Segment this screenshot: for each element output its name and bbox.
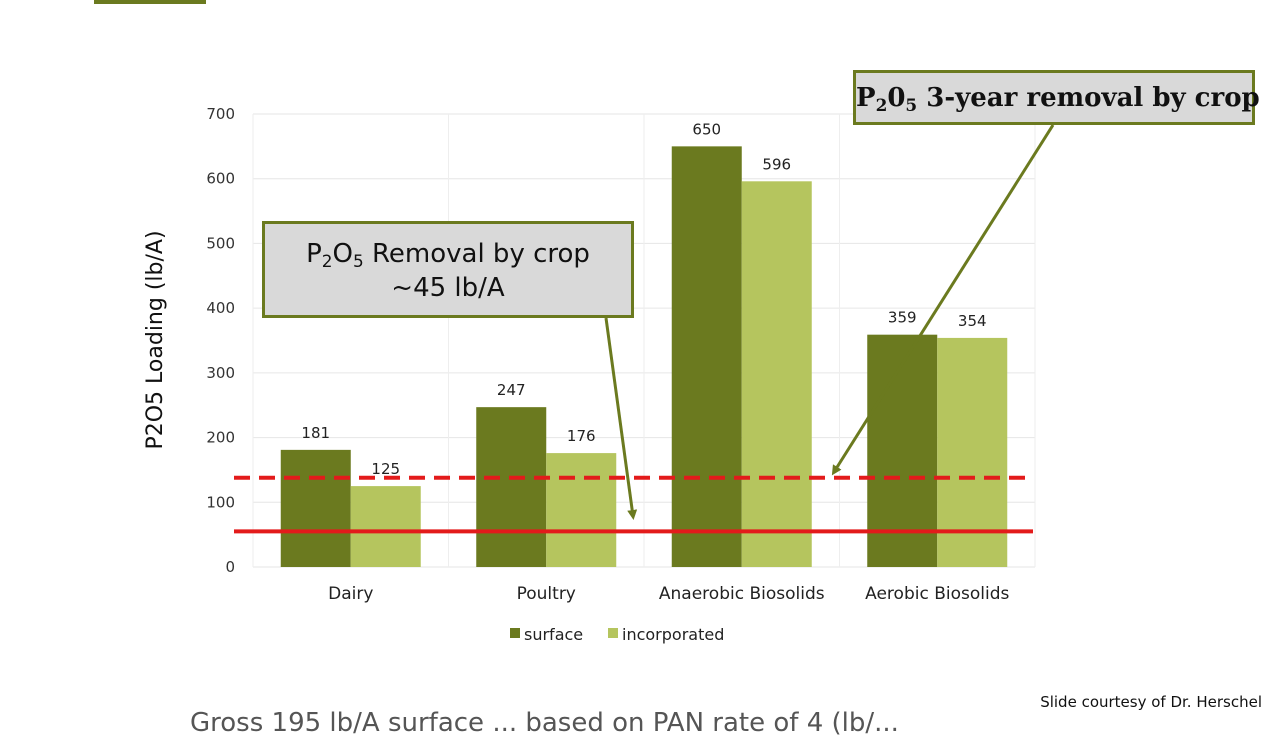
data-label: 354	[958, 312, 987, 330]
bar-incorporated-anaerobic-biosolids	[741, 181, 812, 567]
x-axis-categories: Dairy Poultry Anaerobic Biosolids Aerobic B…	[328, 584, 1009, 604]
y-tick-label: 500	[206, 234, 235, 252]
reference-lines	[234, 475, 1033, 534]
x-category-label: Poultry	[517, 584, 576, 604]
y-tick-label: 100	[206, 493, 235, 511]
three-year-removal-callout: P205 3-year removal by crop	[853, 70, 1260, 125]
slide-credit: Slide courtesy of Dr. Herschel	[1040, 693, 1262, 711]
bar-chart: 0 100 200 300 400 500 600 700 181 125 247 176 650 59…	[143, 105, 1055, 644]
bar-surface-anaerobic-biosolids	[671, 146, 742, 567]
arrow-to-dashed-line	[831, 124, 1055, 476]
bar-incorporated-dairy	[350, 486, 421, 567]
bars	[280, 146, 1008, 567]
data-label: 176	[567, 427, 596, 445]
data-label: 359	[888, 309, 917, 327]
bar-surface-aerobic-biosolids	[867, 334, 938, 567]
y-tick-label: 0	[225, 558, 235, 576]
cut-off-footer-text: Gross 195 lb/A surface ... based on PAN …	[190, 708, 899, 738]
crop-removal-callout-line1: P2O5 Removal by crop	[306, 239, 590, 272]
legend-swatch-surface	[510, 628, 520, 638]
legend: surface incorporated	[510, 625, 724, 644]
legend-label-surface: surface	[524, 625, 583, 644]
y-axis-label: P2O5 Loading (lb/A)	[143, 230, 168, 449]
callout-arrows	[604, 124, 1055, 520]
data-label: 247	[497, 381, 526, 399]
legend-swatch-incorporated	[608, 628, 618, 638]
bar-surface-poultry	[476, 407, 547, 567]
y-tick-label: 400	[206, 299, 235, 317]
data-label: 596	[762, 155, 791, 173]
bar-incorporated-aerobic-biosolids	[937, 337, 1008, 567]
data-label: 181	[301, 424, 330, 442]
x-category-label: Aerobic Biosolids	[865, 584, 1009, 604]
title-accent-bar	[94, 0, 206, 4]
bar-incorporated-poultry	[546, 453, 617, 567]
data-label: 125	[371, 460, 400, 478]
data-labels: 181 125 247 176 650 596 359 354	[301, 120, 986, 478]
bar-surface-dairy	[280, 449, 351, 567]
legend-label-incorporated: incorporated	[622, 625, 724, 644]
x-category-label: Dairy	[328, 584, 373, 604]
y-axis-ticks: 0 100 200 300 400 500 600 700	[206, 105, 235, 576]
x-category-label: Anaerobic Biosolids	[659, 584, 825, 604]
arrow-to-solid-line	[604, 317, 638, 520]
y-tick-label: 200	[206, 429, 235, 447]
crop-removal-callout: P2O5 Removal by crop ~45 lb/A	[262, 221, 634, 318]
y-tick-label: 600	[206, 170, 235, 188]
y-tick-label: 700	[206, 105, 235, 123]
y-tick-label: 300	[206, 364, 235, 382]
crop-removal-callout-line2: ~45 lb/A	[391, 273, 505, 303]
data-label: 650	[692, 120, 721, 138]
